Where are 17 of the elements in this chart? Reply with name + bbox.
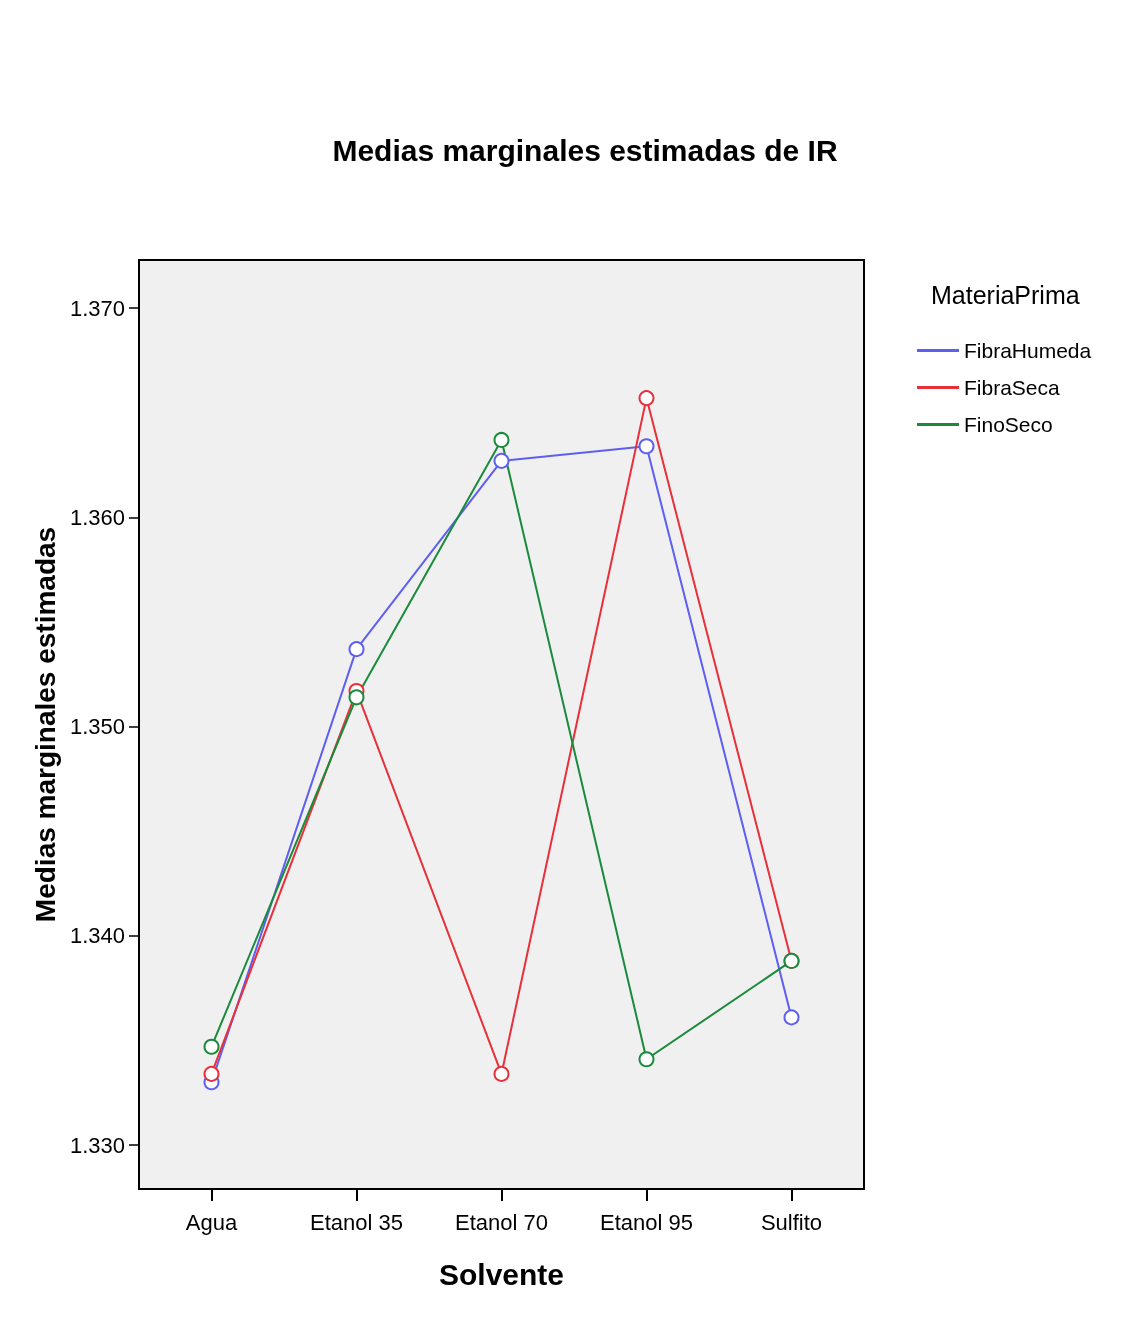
x-axis-title: Solvente [438,1257,565,1291]
x-tick-label: Agua [185,1209,238,1235]
x-tick-label: Sulfito [760,1209,823,1235]
y-tick-label: 1.360 [69,504,125,530]
y-axis-title: Medias marginales estimadas [29,526,61,923]
chart-title: Medias marginales estimadas de IR [332,133,838,167]
y-tick-label: 1.370 [69,295,125,321]
x-tick-label: Etanol 70 [455,1209,548,1235]
y-tick-label: 1.340 [69,923,125,949]
legend-label: FinoSeco [964,413,1053,436]
legend-title: MateriaPrima [931,280,1080,309]
x-tick-label: Etanol 35 [310,1209,403,1235]
y-tick-label: 1.330 [69,1132,125,1158]
legend-label: FibraHumeda [964,339,1092,362]
legend-label: FibraSeca [964,376,1061,399]
x-tick-label: Etanol 95 [600,1209,693,1235]
y-tick-label: 1.350 [69,714,125,740]
